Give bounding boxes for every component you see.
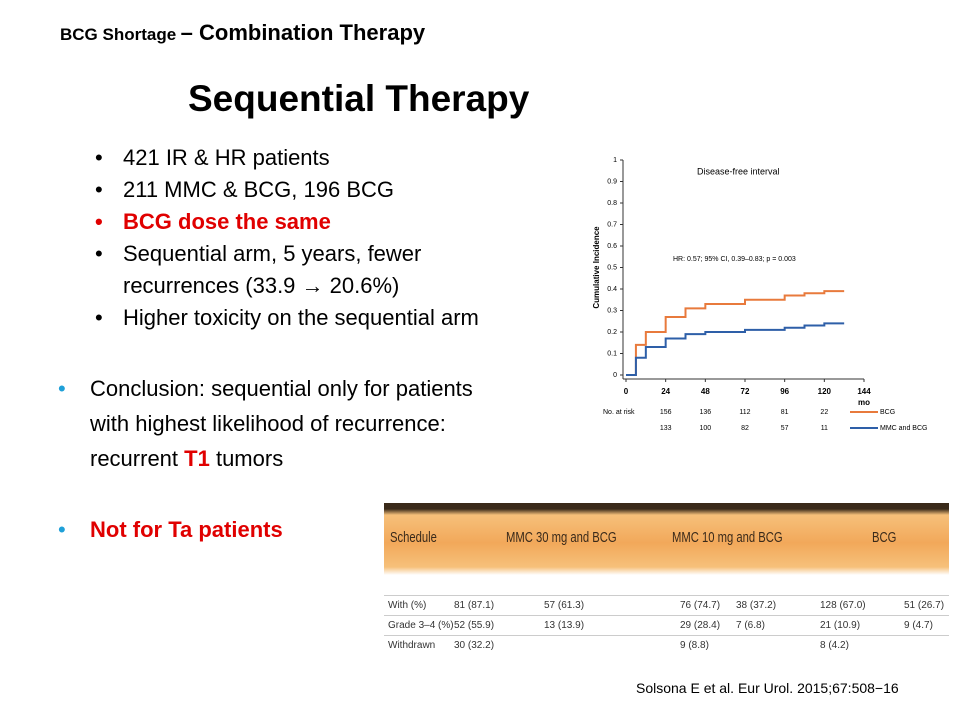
y-tick-label: 0.8 (607, 200, 617, 207)
table-cell: 7 (6.8) (736, 620, 765, 631)
y-tick-label: 0.2 (607, 329, 617, 336)
x-tick-label: 48 (701, 387, 710, 396)
curve (626, 290, 845, 376)
bullet-part: T1 (184, 446, 210, 471)
main-bullet: Conclusion: sequential only for patients… (58, 371, 500, 476)
x-tick-label: 24 (661, 387, 670, 396)
table-row: With (%) 81 (87.1) 57 (61.3) 76 (74.7) 38 (3… (384, 595, 949, 615)
table-cell: 9 (8.8) (680, 640, 709, 651)
at-risk-value: 156 (660, 409, 672, 416)
table-row: Grade 3–4 (%) 52 (55.9) 13 (13.9) 29 (28.4)… (384, 615, 949, 635)
y-label: Cumulative Incidence (592, 226, 601, 309)
x-tick-label: 72 (741, 387, 750, 396)
at-risk-value: 57 (781, 425, 789, 432)
header: BCG Shortage – Combination Therapy (60, 20, 425, 46)
annotation: HR: 0.57; 95% CI, 0.39–0.83; p = 0.003 (673, 256, 796, 263)
header-cell: MMC 10 mg and BCG (672, 529, 783, 546)
table-cell: Withdrawn (388, 640, 436, 651)
bullet-part: Conclusion: sequential only for patients… (90, 376, 473, 471)
table-row: Withdrawn 30 (32.2) 9 (8.8) 8 (4.2) (384, 635, 949, 655)
bullet-part: Not for Ta patients (90, 517, 283, 542)
sub-bullet: 421 IR & HR patients (95, 142, 515, 174)
header-cell: MMC 30 mg and BCG (506, 529, 617, 546)
y-tick-label: 0.5 (607, 264, 617, 271)
y-tick-label: 0.3 (607, 307, 617, 314)
at-risk-value: 11 (821, 425, 828, 432)
y-tick-label: 0 (613, 372, 617, 379)
legend-label: MMC and BCG (880, 425, 927, 432)
bullet-part: tumors (209, 446, 284, 471)
y-tick-label: 0.9 (607, 178, 617, 185)
at-risk-value: 136 (699, 409, 711, 416)
title: Sequential Therapy (188, 78, 530, 119)
sub-bullet: BCG dose the same (95, 206, 515, 238)
table-cell: 76 (74.7) (680, 600, 721, 611)
x-tick-label: 120 (818, 387, 832, 396)
curve (626, 322, 845, 376)
y-tick-label: 1 (613, 157, 617, 164)
sub-bullets: 421 IR & HR patients211 MMC & BCG, 196 B… (95, 142, 515, 334)
legend-label: BCG (880, 409, 895, 416)
figure-title: Disease-free interval (697, 166, 780, 176)
x-tick-label: 144 (857, 387, 871, 396)
main-bullets: Conclusion: sequential only for patients… (58, 371, 500, 547)
table: Schedule MMC 30 mg and BCG MMC 10 mg and B… (384, 503, 949, 653)
at-risk-value: 81 (781, 409, 789, 416)
at-risk-value: 112 (739, 409, 750, 416)
table-cell: 38 (37.2) (736, 600, 777, 611)
table-cell: 21 (10.9) (820, 620, 861, 631)
at-risk-label: No. at risk (603, 409, 635, 416)
x-unit: mo (858, 398, 870, 407)
table-cell: 29 (28.4) (680, 620, 721, 631)
table-cell: Grade 3–4 (%) (388, 620, 454, 631)
spacer (384, 575, 949, 595)
header-large: – Combination Therapy (180, 20, 426, 45)
table-cell: 51 (26.7) (904, 600, 945, 611)
table-cell: 8 (4.2) (820, 640, 849, 651)
table-cell: 57 (61.3) (544, 600, 585, 611)
table-cell: With (%) (388, 600, 427, 611)
header-cell: BCG (872, 529, 897, 546)
x-tick-label: 0 (624, 387, 629, 396)
x-tick-label: 96 (780, 387, 789, 396)
y-tick-label: 0.4 (607, 286, 617, 293)
y-tick-label: 0.7 (607, 221, 617, 228)
sub-bullet: 211 MMC & BCG, 196 BCG (95, 174, 515, 206)
main-bullet: Not for Ta patients (58, 512, 500, 547)
table-cell: 128 (67.0) (820, 600, 866, 611)
at-risk-value: 133 (660, 425, 672, 432)
table-header: Schedule MMC 30 mg and BCG MMC 10 mg and B… (384, 503, 949, 575)
table-cell: 30 (32.2) (454, 640, 495, 651)
table-cell: 52 (55.9) (454, 620, 495, 631)
header-cell: Schedule (390, 529, 437, 546)
sub-bullet: Higher toxicity on the sequential arm (95, 302, 515, 334)
citation: Solsona E et al. Eur Urol. 2015;67:508−1… (636, 680, 899, 696)
y-tick-label: 0.1 (607, 350, 617, 357)
table-cell: 13 (13.9) (544, 620, 585, 631)
table-cell: 81 (87.1) (454, 600, 495, 611)
table-cell: 9 (4.7) (904, 620, 933, 631)
header-small: BCG Shortage (60, 25, 177, 44)
at-risk-value: 100 (699, 425, 711, 432)
y-tick-label: 0.6 (607, 243, 617, 250)
at-risk-value: 82 (741, 425, 749, 432)
at-risk-value: 22 (820, 409, 828, 416)
sub-bullet: Sequential arm, 5 years, fewer recurrenc… (95, 238, 515, 302)
